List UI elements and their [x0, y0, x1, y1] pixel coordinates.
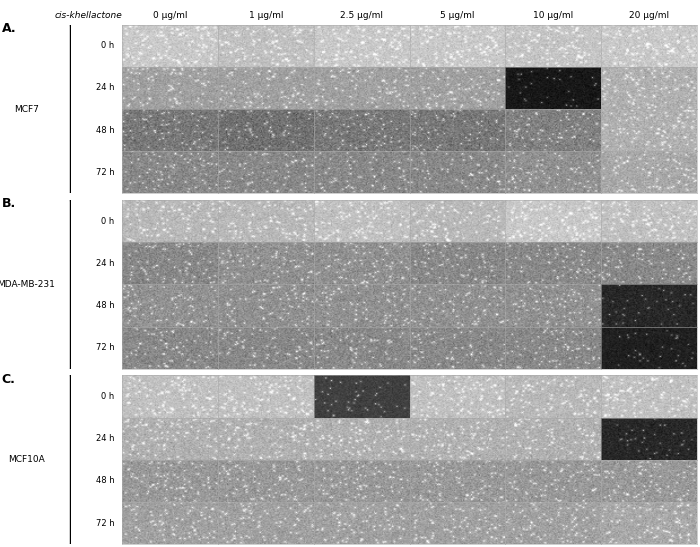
Text: MCF10A: MCF10A: [8, 455, 45, 464]
Text: 0 h: 0 h: [102, 217, 115, 225]
Text: cis-khellactone: cis-khellactone: [55, 11, 122, 20]
Text: C.: C.: [1, 373, 15, 386]
Text: 48 h: 48 h: [96, 301, 115, 310]
Text: 10 μg/ml: 10 μg/ml: [533, 11, 573, 20]
Text: MDA-MB-231: MDA-MB-231: [0, 280, 55, 289]
Text: 72 h: 72 h: [96, 519, 115, 528]
Text: 20 μg/ml: 20 μg/ml: [629, 11, 668, 20]
Text: MCF7: MCF7: [14, 104, 38, 114]
Text: 5 μg/ml: 5 μg/ml: [440, 11, 475, 20]
Text: 48 h: 48 h: [96, 126, 115, 135]
Text: 48 h: 48 h: [96, 476, 115, 485]
Text: 0 h: 0 h: [102, 41, 115, 50]
Text: 24 h: 24 h: [96, 84, 115, 92]
Text: 1 μg/ml: 1 μg/ml: [248, 11, 284, 20]
Text: 0 h: 0 h: [102, 392, 115, 401]
Text: 2.5 μg/ml: 2.5 μg/ml: [340, 11, 383, 20]
Text: A.: A.: [1, 22, 16, 35]
Text: 0 μg/ml: 0 μg/ml: [153, 11, 188, 20]
Text: 72 h: 72 h: [96, 344, 115, 352]
Text: 24 h: 24 h: [96, 434, 115, 443]
Text: 72 h: 72 h: [96, 168, 115, 177]
Text: 24 h: 24 h: [96, 259, 115, 268]
Text: B.: B.: [1, 197, 16, 210]
